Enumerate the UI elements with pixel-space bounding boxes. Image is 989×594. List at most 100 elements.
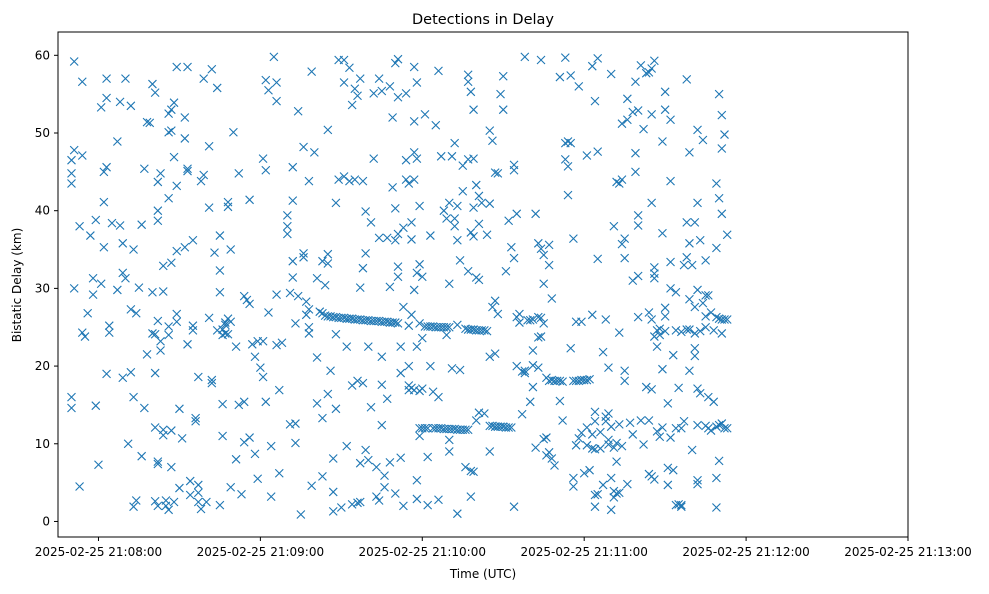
data-point	[528, 382, 538, 392]
data-point	[571, 440, 581, 450]
data-point	[504, 216, 514, 226]
data-point	[380, 482, 389, 492]
data-point	[477, 198, 487, 208]
data-point	[393, 92, 403, 102]
data-point	[153, 459, 163, 469]
data-point	[237, 489, 246, 499]
data-point	[390, 58, 400, 68]
data-point	[407, 310, 416, 320]
data-point	[69, 57, 79, 66]
data-point	[409, 175, 419, 185]
data-point	[622, 479, 632, 489]
data-point	[272, 290, 281, 299]
data-point	[695, 388, 705, 398]
data-point	[247, 339, 257, 349]
data-point	[412, 78, 422, 87]
data-point	[620, 253, 630, 263]
data-point	[75, 221, 84, 231]
data-point	[469, 154, 478, 164]
data-point	[129, 502, 138, 512]
data-point	[218, 399, 227, 409]
data-point	[239, 291, 249, 301]
data-point	[353, 91, 362, 101]
data-point	[676, 502, 686, 512]
data-point	[172, 181, 182, 191]
data-point	[288, 256, 298, 266]
data-point	[336, 503, 346, 512]
data-point	[417, 272, 427, 282]
data-point	[193, 488, 203, 498]
data-point	[299, 249, 308, 258]
data-point	[574, 81, 584, 91]
data-point	[606, 422, 616, 432]
data-point	[504, 423, 514, 432]
data-point	[126, 367, 136, 377]
data-point	[442, 330, 451, 340]
data-point	[701, 322, 711, 332]
data-point	[539, 318, 549, 328]
data-point	[115, 221, 125, 230]
data-point	[714, 89, 724, 99]
data-point	[210, 248, 219, 258]
data-point	[196, 176, 206, 186]
data-point	[649, 332, 659, 341]
data-point	[274, 468, 284, 478]
data-point	[490, 349, 500, 359]
data-point	[285, 288, 295, 298]
data-point	[450, 138, 460, 148]
data-point	[633, 271, 643, 281]
data-point	[490, 168, 500, 178]
data-point	[595, 427, 605, 437]
data-point	[598, 347, 608, 357]
data-point	[242, 295, 252, 305]
data-point	[331, 198, 341, 208]
data-point	[99, 197, 109, 207]
data-point	[674, 383, 684, 393]
data-point	[328, 454, 338, 463]
data-point	[69, 145, 79, 155]
data-point	[126, 101, 136, 111]
data-point	[183, 166, 192, 176]
data-point	[479, 325, 489, 335]
data-point	[633, 221, 643, 230]
data-point	[177, 433, 187, 443]
data-point	[304, 304, 314, 314]
data-point	[188, 321, 198, 331]
x-tick-label: 2025-02-25 21:10:00	[359, 545, 486, 559]
data-point	[183, 339, 192, 349]
data-point	[223, 197, 233, 207]
data-point	[687, 260, 697, 270]
data-point	[166, 258, 176, 268]
data-point	[587, 61, 597, 71]
data-point	[377, 86, 387, 96]
data-point	[404, 321, 414, 331]
data-point	[282, 221, 292, 231]
data-point	[363, 455, 373, 465]
data-point	[590, 502, 600, 512]
data-point	[582, 375, 592, 385]
data-point	[318, 256, 327, 266]
data-point	[536, 332, 546, 341]
data-point	[620, 366, 630, 376]
data-point	[587, 310, 597, 320]
data-point	[301, 297, 311, 306]
data-point	[323, 249, 333, 259]
data-point	[358, 263, 368, 273]
data-point	[509, 165, 519, 175]
data-point	[304, 329, 314, 338]
data-point	[655, 324, 665, 334]
data-point	[126, 304, 136, 314]
data-point	[539, 434, 549, 444]
data-point	[712, 503, 721, 512]
data-point	[517, 409, 527, 419]
data-point	[693, 420, 702, 430]
data-point	[604, 363, 613, 373]
data-point	[423, 452, 433, 462]
data-point	[639, 440, 648, 449]
data-point	[272, 96, 281, 106]
data-point	[520, 368, 530, 378]
data-point	[347, 100, 357, 110]
data-point	[628, 430, 638, 439]
data-point	[515, 318, 524, 327]
